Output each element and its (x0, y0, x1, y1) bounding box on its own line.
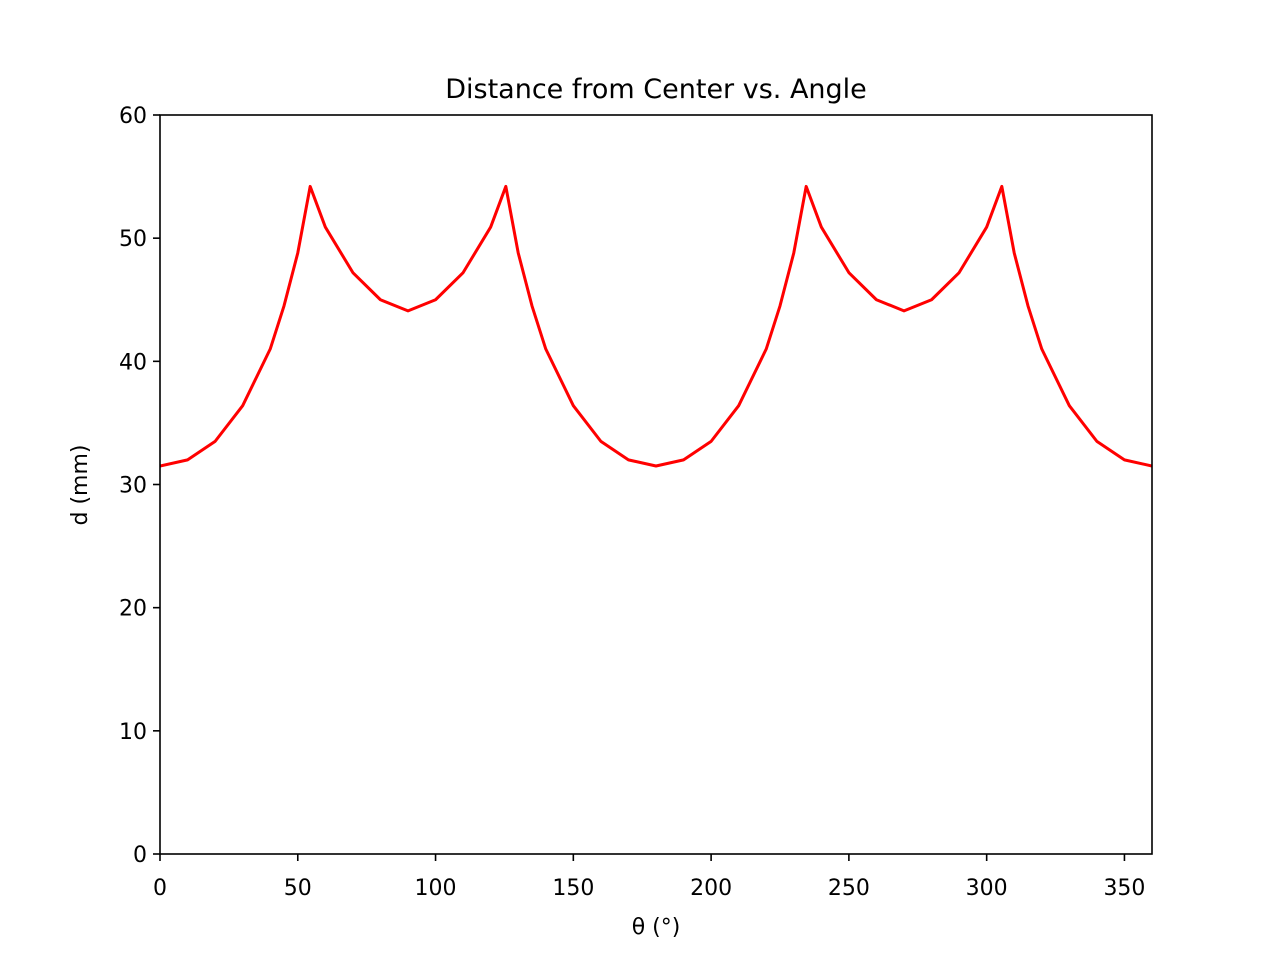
y-tick-label: 60 (119, 104, 147, 129)
x-tick-label: 0 (153, 876, 167, 901)
x-axis-label: θ (°) (632, 915, 681, 940)
y-tick-label: 40 (119, 350, 147, 375)
y-tick-label: 30 (119, 474, 147, 499)
x-tick-label: 50 (284, 876, 312, 901)
y-tick-label: 0 (133, 843, 147, 868)
x-tick-label: 100 (415, 876, 457, 901)
x-tick-label: 350 (1103, 876, 1145, 901)
plot-area: 0 50 100 150 200 250 300 350 0 10 20 30 40 50 60 (119, 104, 1153, 901)
x-tick-label: 250 (828, 876, 870, 901)
x-tick-label: 300 (966, 876, 1008, 901)
chart-title: Distance from Center vs. Angle (445, 74, 867, 105)
x-tick-label: 200 (690, 876, 732, 901)
y-tick-label: 20 (119, 597, 147, 622)
y-tick-label: 10 (119, 720, 147, 745)
y-axis-label: d (mm) (68, 445, 93, 526)
series-line-0 (160, 184, 1152, 468)
x-tick-label: 150 (552, 876, 594, 901)
y-tick-label: 50 (119, 227, 147, 252)
